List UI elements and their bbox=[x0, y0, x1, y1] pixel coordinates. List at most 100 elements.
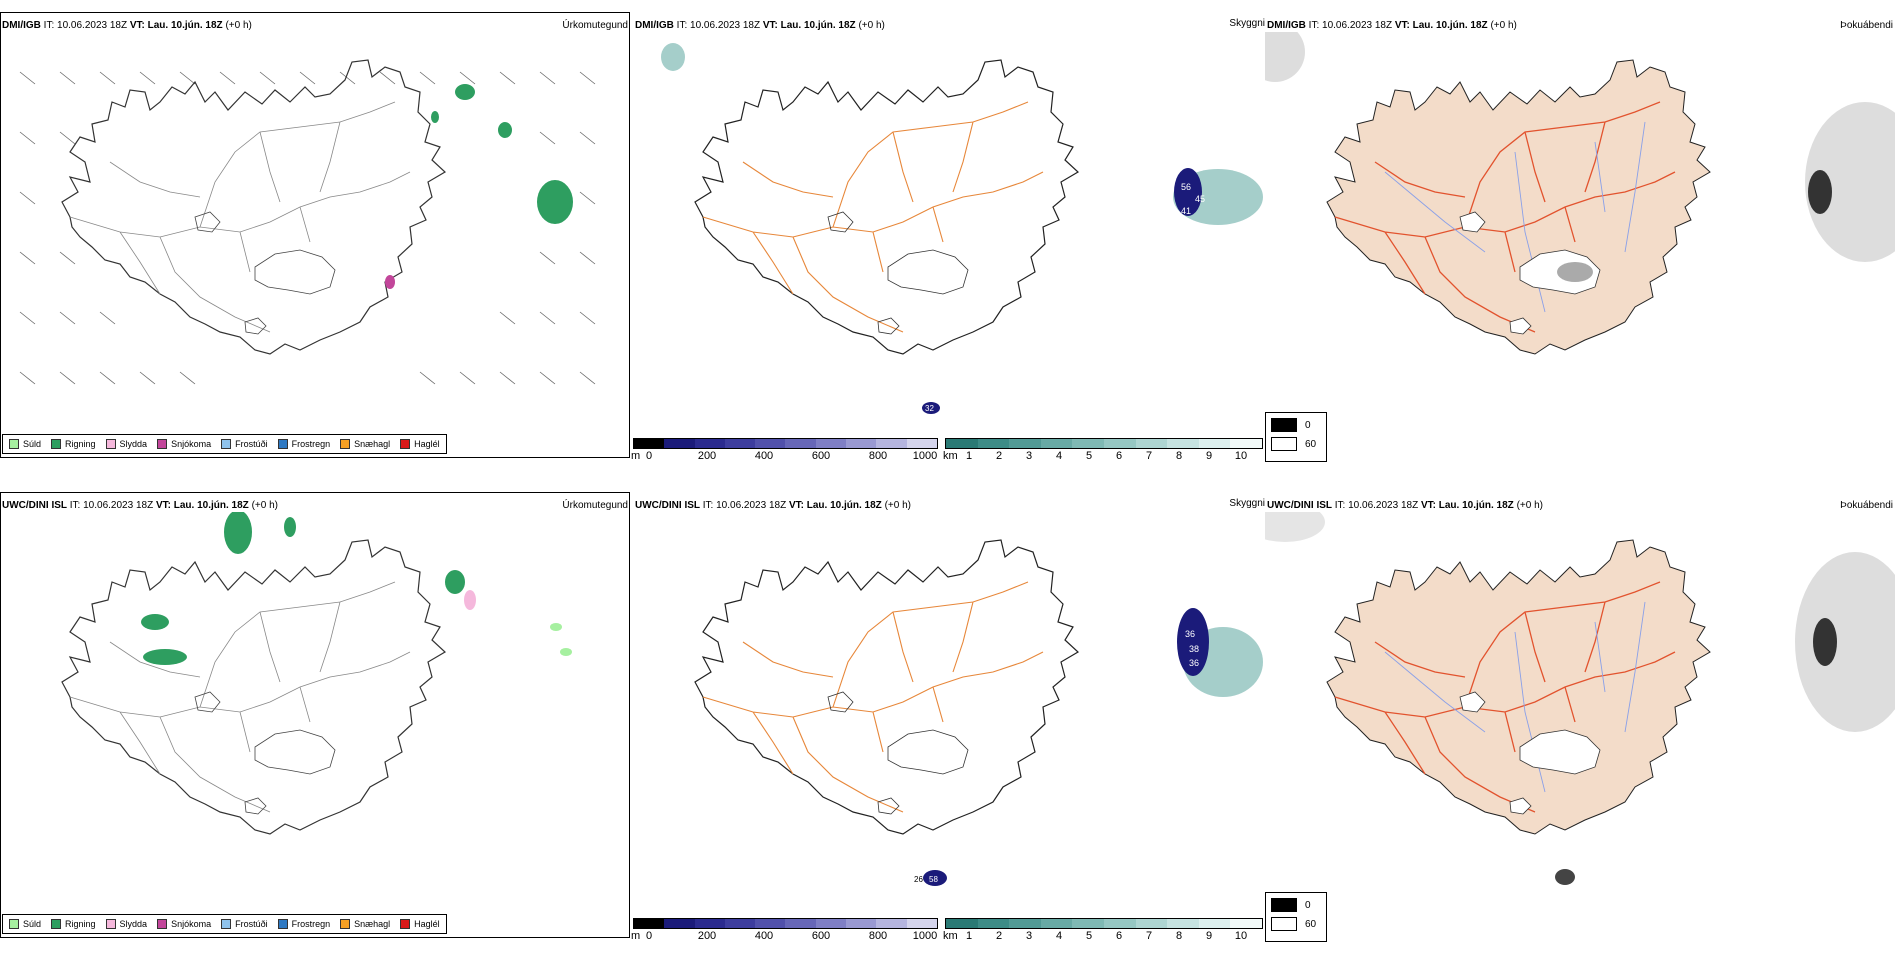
colorbar-segment bbox=[906, 439, 937, 448]
colorbar-tick: 400 bbox=[754, 450, 774, 462]
rain-areas bbox=[141, 512, 572, 665]
colorbar-segment bbox=[694, 919, 725, 928]
legend-item: Slydda bbox=[105, 919, 147, 929]
legend-swatch bbox=[9, 919, 19, 929]
colorbar-unit: m bbox=[631, 450, 641, 462]
colorbar-tick: 3 bbox=[1025, 450, 1033, 462]
colorbar-segment bbox=[977, 439, 1010, 448]
colorbar-tick: 200 bbox=[697, 930, 717, 942]
colorbar-segment bbox=[634, 439, 665, 448]
legend-swatch bbox=[277, 439, 288, 449]
cloud-visibility-panel-uwc: UWC/DINI ISL IT: 10.06.2023 18Z VT: Lau.… bbox=[631, 492, 1265, 962]
precip-type-panel-uwc: UWC/DINI ISL IT: 10.06.2023 18Z VT: Lau.… bbox=[0, 492, 632, 962]
precip-legend: Súld Rigning Slydda Snjókoma Frostúði Fr… bbox=[2, 434, 447, 454]
colorbar-tick: 6 bbox=[1115, 930, 1123, 942]
coastline bbox=[61, 539, 446, 835]
colorbar-segment bbox=[1167, 919, 1199, 928]
colorbar-segment bbox=[1103, 919, 1136, 928]
colorbar-segment bbox=[1009, 919, 1041, 928]
cloud-map: 56 45 41 32 bbox=[661, 43, 1263, 414]
legend-swatch bbox=[400, 439, 411, 449]
colorbar-segment bbox=[664, 439, 695, 448]
panel-title: Þokuábendi bbox=[1840, 500, 1893, 511]
fog-index-panel-uwc: UWC/DINI ISL IT: 10.06.2023 18Z VT: Lau.… bbox=[1265, 492, 1897, 962]
colorbar-segment bbox=[1009, 439, 1041, 448]
cloud-marker: 56 bbox=[1181, 182, 1191, 192]
panel-title: Úrkomutegund bbox=[562, 20, 628, 31]
colorbar-unit: m bbox=[631, 930, 641, 942]
colorbar-tick: 4 bbox=[1055, 930, 1063, 942]
panel-header: DMI/IGB IT: 10.06.2023 18Z VT: Lau. 10.j… bbox=[1267, 20, 1517, 31]
colorbar-segment bbox=[664, 919, 695, 928]
panel-frame bbox=[0, 492, 630, 938]
colorbar-segment bbox=[1072, 439, 1104, 448]
cloud-marker: 45 bbox=[1195, 194, 1205, 204]
colorbar-tick: 800 bbox=[868, 450, 888, 462]
legend-swatch bbox=[1271, 917, 1297, 931]
colorbar-segment bbox=[876, 919, 907, 928]
visibility-colorbar: km 1 2 3 4 5 6 7 8 9 10 bbox=[943, 918, 1263, 948]
colorbar-tick: 7 bbox=[1145, 450, 1153, 462]
colorbar-tick: 8 bbox=[1175, 930, 1183, 942]
panel-title: Skyggni bbox=[1229, 498, 1265, 509]
legend-swatch bbox=[1271, 437, 1297, 451]
colorbar-segment bbox=[634, 919, 665, 928]
coastline bbox=[694, 59, 1079, 355]
coastline bbox=[61, 59, 446, 355]
colorbar-tick: 400 bbox=[754, 930, 774, 942]
colorbar-tick: 1000 bbox=[912, 930, 938, 942]
colorbar-tick: 600 bbox=[811, 930, 831, 942]
colorbar-segment bbox=[1135, 439, 1168, 448]
colorbar-tick: 0 bbox=[645, 930, 653, 942]
cloud-map: 52 36 38 36 26 58 bbox=[694, 539, 1263, 886]
cloud-marker: 41 bbox=[1181, 206, 1191, 216]
colorbar-segment bbox=[1198, 439, 1231, 448]
legend-swatch bbox=[51, 439, 62, 449]
colorbar-segment bbox=[846, 439, 877, 448]
colorbar-tick: 9 bbox=[1205, 930, 1213, 942]
colorbar-tick: 8 bbox=[1175, 450, 1183, 462]
legend-item: Snæhagl bbox=[340, 919, 390, 929]
legend-item: Súld bbox=[9, 919, 41, 929]
legend-item: Frostúði bbox=[221, 439, 268, 449]
colorbar-tick: 5 bbox=[1085, 930, 1093, 942]
colorbar-tick: 600 bbox=[811, 450, 831, 462]
legend-item: Haglél bbox=[400, 439, 440, 449]
colorbar-segment bbox=[755, 919, 786, 928]
colorbar-segment bbox=[1135, 919, 1168, 928]
fog-legend: 0 60 bbox=[1265, 412, 1327, 462]
fog-legend: 0 60 bbox=[1265, 892, 1327, 942]
cloud-visibility-panel-dmi: DMI/IGB IT: 10.06.2023 18Z VT: Lau. 10.j… bbox=[631, 12, 1265, 482]
colorbar-unit: km bbox=[943, 930, 958, 942]
colorbar-segment bbox=[785, 919, 816, 928]
panel-title: Skyggni bbox=[1229, 18, 1265, 29]
legend-item: Frostregn bbox=[277, 439, 330, 449]
panel-header: UWC/DINI ISL IT: 10.06.2023 18Z VT: Lau.… bbox=[2, 500, 278, 511]
panel-header: DMI/IGB IT: 10.06.2023 18Z VT: Lau. 10.j… bbox=[635, 20, 885, 31]
panel-header: DMI/IGB IT: 10.06.2023 18Z VT: Lau. 10.j… bbox=[2, 20, 252, 31]
height-colorbar-labels: m 0 200 400 600 800 1000 bbox=[631, 929, 938, 943]
legend-swatch bbox=[105, 919, 116, 929]
legend-swatch bbox=[277, 919, 288, 929]
colorbar-segment bbox=[1230, 919, 1262, 928]
colorbar-tick: 10 bbox=[1234, 930, 1248, 942]
legend-item: Haglél bbox=[400, 919, 440, 929]
legend-swatch bbox=[1271, 418, 1297, 432]
legend-item: Snjókoma bbox=[157, 919, 211, 929]
legend-item: Rigning bbox=[51, 439, 96, 449]
legend-item: Frostúði bbox=[221, 919, 268, 929]
cloud-marker: 32 bbox=[925, 404, 934, 413]
colorbar-segment bbox=[977, 919, 1010, 928]
colorbar-tick: 2 bbox=[995, 450, 1003, 462]
cloud-marker: 36 bbox=[1185, 629, 1195, 639]
colorbar-segment bbox=[785, 439, 816, 448]
colorbar-segment bbox=[1072, 919, 1104, 928]
precip-type-panel-dmi: DMI/IGB IT: 10.06.2023 18Z VT: Lau. 10.j… bbox=[0, 12, 632, 482]
coastline bbox=[1326, 539, 1711, 835]
colorbar-segment bbox=[1040, 439, 1073, 448]
colorbar-segment bbox=[724, 919, 756, 928]
colorbar-segment bbox=[946, 919, 978, 928]
colorbar-tick: 4 bbox=[1055, 450, 1063, 462]
colorbar-segment bbox=[815, 439, 847, 448]
colorbar-segment bbox=[755, 439, 786, 448]
